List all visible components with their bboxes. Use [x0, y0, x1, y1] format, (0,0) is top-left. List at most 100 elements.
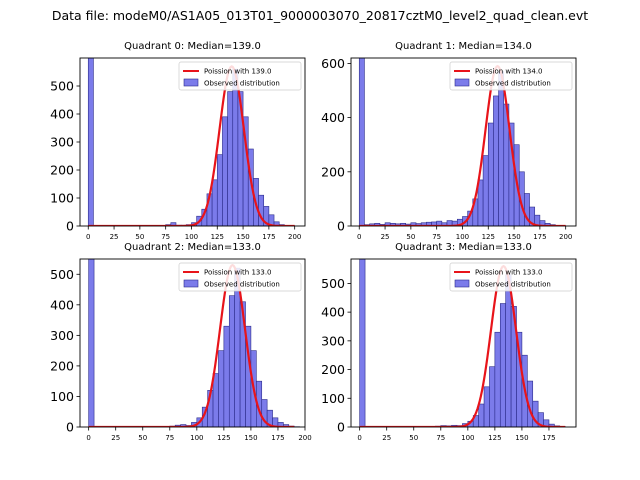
histogram-bar: [212, 373, 219, 427]
y-tick-label: 0: [66, 420, 74, 435]
x-tick-label: 0: [86, 233, 90, 241]
y-tick-label: 0: [337, 219, 345, 234]
panel-quadrant-3: Quadrant 3: Median=133.0 0 25 50 75 100 125 150…: [321, 242, 577, 442]
histogram-bar: [543, 419, 550, 427]
y-tick-label: 0: [337, 420, 345, 435]
histogram-bar: [358, 58, 365, 226]
legend-bar-swatch: [454, 78, 470, 87]
y-tick-label: 300: [321, 333, 345, 348]
x-tick-label: 50: [406, 233, 415, 241]
panel-title: Quadrant 3: Median=133.0: [395, 242, 532, 253]
histogram-bar: [505, 274, 512, 427]
histogram-bar: [477, 179, 484, 226]
histogram-bar: [227, 91, 234, 226]
legend-label-poisson: Poission with 134.0: [475, 68, 543, 76]
x-tick-label: 75: [165, 434, 174, 442]
panel-quadrant-1: Quadrant 1: Median=134.0 0 25 50 75 100 125 150…: [321, 41, 577, 241]
x-tick-label: 175: [271, 434, 284, 442]
histogram-bar: [487, 122, 494, 226]
figure-title: Data file: modeM0/AS1A05_013T01_90000030…: [52, 8, 588, 23]
panel-quadrant-2: Quadrant 2: Median=133.0 0 25 50 75 100 125 150…: [50, 242, 312, 442]
axes-frame: [350, 258, 577, 428]
x-tick-label: 150: [244, 434, 257, 442]
histogram-bar: [494, 331, 501, 427]
x-tick-label: 150: [507, 233, 520, 241]
histogram-bar: [232, 68, 239, 226]
x-tick-label: 200: [298, 434, 311, 442]
x-tick-label: 75: [436, 434, 445, 442]
y-tick-label: 300: [50, 328, 74, 343]
legend: Poission with 133.0 Observed distribution: [449, 262, 573, 292]
x-tick-label: 0: [357, 434, 361, 442]
x-tick-label: 100: [190, 434, 203, 442]
axes-frame: [79, 258, 306, 428]
legend: Poission with 133.0 Observed distribution: [178, 262, 302, 292]
histogram-bar: [87, 58, 94, 226]
y-tick-label: 100: [50, 191, 74, 206]
x-tick-label: 200: [288, 233, 301, 241]
histogram-bar: [489, 366, 496, 427]
y-tick-label: 400: [50, 297, 74, 312]
y-tick-label: 200: [50, 358, 74, 373]
legend-label-poisson: Poission with 139.0: [204, 68, 272, 76]
y-tick-label: 600: [321, 56, 345, 71]
y-tick-label: 100: [321, 391, 345, 406]
poisson-curve: [359, 264, 566, 427]
x-tick-label: 100: [456, 233, 469, 241]
legend-box: [178, 262, 302, 292]
histogram-bar: [478, 403, 485, 427]
x-tick-label: 125: [217, 434, 230, 442]
legend-label-poisson: Poission with 133.0: [475, 269, 543, 277]
y-tick-label: 500: [50, 267, 74, 282]
legend-box: [178, 61, 302, 91]
x-tick-label: 100: [185, 233, 198, 241]
x-tick-label: 150: [515, 434, 528, 442]
x-tick-label: 125: [211, 233, 224, 241]
legend-box: [449, 262, 573, 292]
y-tick-label: 500: [321, 276, 345, 291]
y-tick-label: 400: [50, 107, 74, 122]
histogram-bar: [483, 386, 490, 427]
y-tick-label: 200: [50, 163, 74, 178]
y-tick-label: 100: [50, 389, 74, 404]
y-tick-label: 400: [321, 110, 345, 125]
histogram-bar: [499, 303, 506, 427]
x-tick-label: 75: [432, 233, 441, 241]
panel-title: Quadrant 0: Median=139.0: [124, 41, 261, 52]
histogram-bar: [283, 424, 290, 427]
poisson-curve: [88, 263, 295, 427]
histogram-bar: [223, 325, 230, 427]
legend-bar-swatch: [454, 279, 470, 288]
x-tick-label: 25: [111, 434, 120, 442]
x-tick-label: 150: [236, 233, 249, 241]
y-tick-label: 500: [50, 79, 74, 94]
histogram-bar: [218, 350, 225, 427]
histogram-bar: [268, 214, 275, 226]
axes-frame: [350, 57, 577, 227]
legend-label-observed: Observed distribution: [204, 281, 280, 289]
x-tick-label: 50: [138, 434, 147, 442]
x-tick-label: 175: [262, 233, 275, 241]
x-tick-label: 50: [135, 233, 144, 241]
poisson-curve: [88, 65, 295, 226]
histogram-bar: [228, 295, 235, 427]
legend-label-poisson: Poission with 133.0: [204, 269, 272, 277]
legend-bar-swatch: [183, 279, 199, 288]
y-tick-label: 0: [66, 219, 74, 234]
y-tick-label: 400: [321, 305, 345, 320]
x-tick-label: 75: [161, 233, 170, 241]
legend: Poission with 139.0 Observed distribution: [178, 61, 302, 91]
x-tick-label: 100: [461, 434, 474, 442]
histogram-bar: [493, 95, 499, 226]
histogram-bar: [216, 154, 223, 226]
panel-quadrant-0: Quadrant 0: Median=139.0 0 25 50 75 100 125 150…: [50, 41, 306, 241]
histogram-bar: [222, 116, 228, 226]
legend: Poission with 134.0 Observed distribution: [449, 61, 573, 91]
histogram-bar: [88, 259, 95, 427]
legend-box: [449, 61, 573, 91]
x-tick-label: 0: [357, 233, 361, 241]
y-tick-label: 200: [321, 362, 345, 377]
x-tick-label: 25: [110, 233, 119, 241]
panel-title: Quadrant 2: Median=133.0: [124, 242, 261, 253]
histogram-bar: [211, 179, 218, 226]
